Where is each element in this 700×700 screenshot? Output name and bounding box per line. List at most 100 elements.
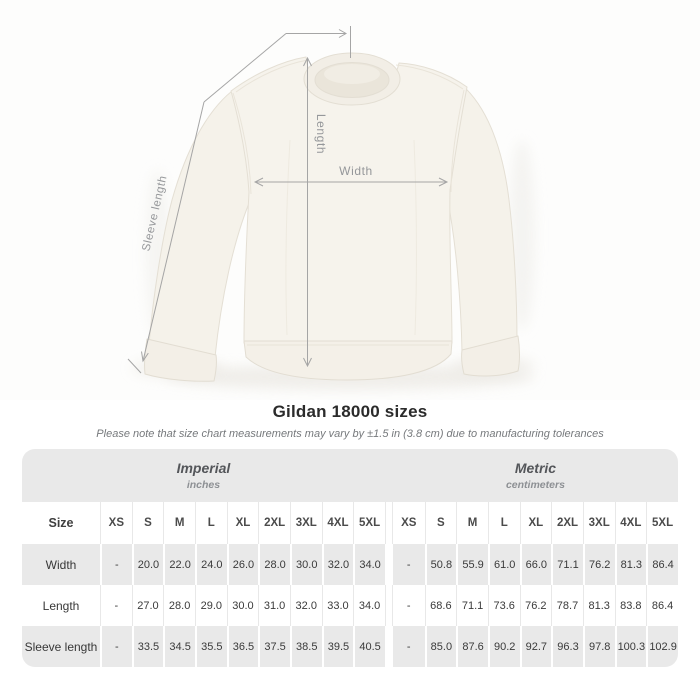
table-cell: 34.0 (353, 585, 385, 626)
size-col-header: 2XL (258, 502, 290, 544)
dimension-lines (127, 26, 449, 374)
garment-seams (232, 59, 465, 336)
table-cell: - (392, 544, 425, 585)
metric-label: Metric (514, 460, 557, 476)
table-row-sleeve-length: Sleeve length - 33.5 34.5 35.5 36.5 37.5… (22, 626, 678, 667)
length-dimension (303, 56, 312, 368)
table-cell: - (392, 626, 425, 667)
table-cell: 71.1 (456, 585, 488, 626)
table-cell: 83.8 (614, 585, 647, 626)
half-gap (384, 502, 393, 544)
size-col-header: S (424, 502, 457, 544)
size-col-header: 3XL (289, 502, 322, 544)
table-cell: 90.2 (487, 626, 520, 667)
table-cell: 31.0 (258, 585, 290, 626)
size-header-label: Size (22, 502, 100, 544)
table-cell: 86.4 (646, 544, 678, 585)
units-header-row: Imperial inches Metric centimeters (22, 449, 678, 502)
size-col-header: 5XL (353, 502, 385, 544)
size-col-header: L (487, 502, 520, 544)
table-row-width: Width - 20.0 22.0 24.0 26.0 28.0 30.0 32… (22, 544, 678, 585)
table-cell: 78.7 (551, 585, 583, 626)
size-col-header: 4XL (614, 502, 647, 544)
table-cell: 100.3 (614, 626, 647, 667)
table-cell: 81.3 (582, 585, 615, 626)
table-cell: 40.5 (353, 626, 385, 667)
length-label: Length (314, 114, 328, 154)
width-label: Width (339, 164, 373, 178)
table-cell: 66.0 (519, 544, 552, 585)
table-cell: - (100, 544, 132, 585)
size-col-header: L (194, 502, 227, 544)
table-cell: 39.5 (321, 626, 354, 667)
units-header-imperial: Imperial inches (22, 449, 385, 502)
table-cell: 29.0 (194, 585, 227, 626)
table-cell: 33.0 (321, 585, 354, 626)
table-cell: 20.0 (131, 544, 164, 585)
size-col-header: 3XL (582, 502, 615, 544)
product-photo: Width Length Sleeve length (127, 26, 535, 390)
tolerance-note: Please note that size chart measurements… (96, 428, 604, 440)
table-cell: 55.9 (456, 544, 488, 585)
table-cell: 27.0 (131, 585, 164, 626)
table-cell: 76.2 (582, 544, 615, 585)
table-cell: - (100, 585, 132, 626)
table-cell: 96.3 (551, 626, 583, 667)
metric-sub-label: centimeters (505, 479, 565, 491)
table-cell: 30.0 (289, 544, 322, 585)
units-header-metric: Metric centimeters (392, 449, 678, 502)
table-cell: 85.0 (424, 626, 457, 667)
size-col-header: XS (392, 502, 425, 544)
table-cell: 102.9 (646, 626, 678, 667)
size-col-header: M (456, 502, 488, 544)
collar-band (303, 52, 401, 106)
table-cell: 71.1 (551, 544, 583, 585)
half-gap (384, 626, 393, 667)
table-cell: 35.5 (194, 626, 227, 667)
table-cell: 26.0 (226, 544, 259, 585)
table-cell: 34.5 (163, 626, 195, 667)
waistband (243, 340, 453, 381)
size-col-header: M (163, 502, 195, 544)
imperial-sub-label: inches (186, 479, 221, 491)
table-cell: 81.3 (614, 544, 647, 585)
size-col-header: 4XL (321, 502, 354, 544)
size-col-header: XL (226, 502, 259, 544)
table-cell: 92.7 (519, 626, 552, 667)
table-cell: 86.4 (646, 585, 678, 626)
size-header-row: Size XS S M L XL 2XL 3XL 4XL 5XL XS S M … (22, 502, 678, 544)
table-cell: 36.5 (226, 626, 259, 667)
table-cell: 30.0 (226, 585, 259, 626)
table-cell: 32.0 (321, 544, 354, 585)
right-cuff (461, 335, 520, 377)
table-cell: - (100, 626, 132, 667)
table-cell: 28.0 (163, 585, 195, 626)
table-cell: 33.5 (131, 626, 164, 667)
size-col-header: XL (519, 502, 552, 544)
back-collar (324, 64, 380, 84)
size-col-header: XS (100, 502, 132, 544)
size-col-header: S (131, 502, 164, 544)
table-cell: 97.8 (582, 626, 615, 667)
row-label: Sleeve length (22, 626, 100, 667)
width-dimension (253, 177, 449, 187)
row-label: Length (22, 585, 100, 626)
page-title: Gildan 18000 sizes (272, 402, 428, 421)
table-cell: - (392, 585, 425, 626)
size-col-header: 5XL (646, 502, 678, 544)
table-cell: 68.6 (424, 585, 457, 626)
sleeve-length-dimension (127, 26, 351, 374)
table-cell: 38.5 (289, 626, 322, 667)
table-cell: 37.5 (258, 626, 290, 667)
half-gap (384, 544, 393, 585)
half-gap (384, 449, 393, 502)
table-cell: 22.0 (163, 544, 195, 585)
table-cell: 76.2 (519, 585, 552, 626)
table-cell: 50.8 (424, 544, 457, 585)
size-table: Imperial inches Metric centimeters Size … (22, 449, 678, 667)
size-col-header: 2XL (551, 502, 583, 544)
table-cell: 73.6 (487, 585, 520, 626)
table-row-length: Length - 27.0 28.0 29.0 30.0 31.0 32.0 3… (22, 585, 678, 626)
table-cell: 32.0 (289, 585, 322, 626)
